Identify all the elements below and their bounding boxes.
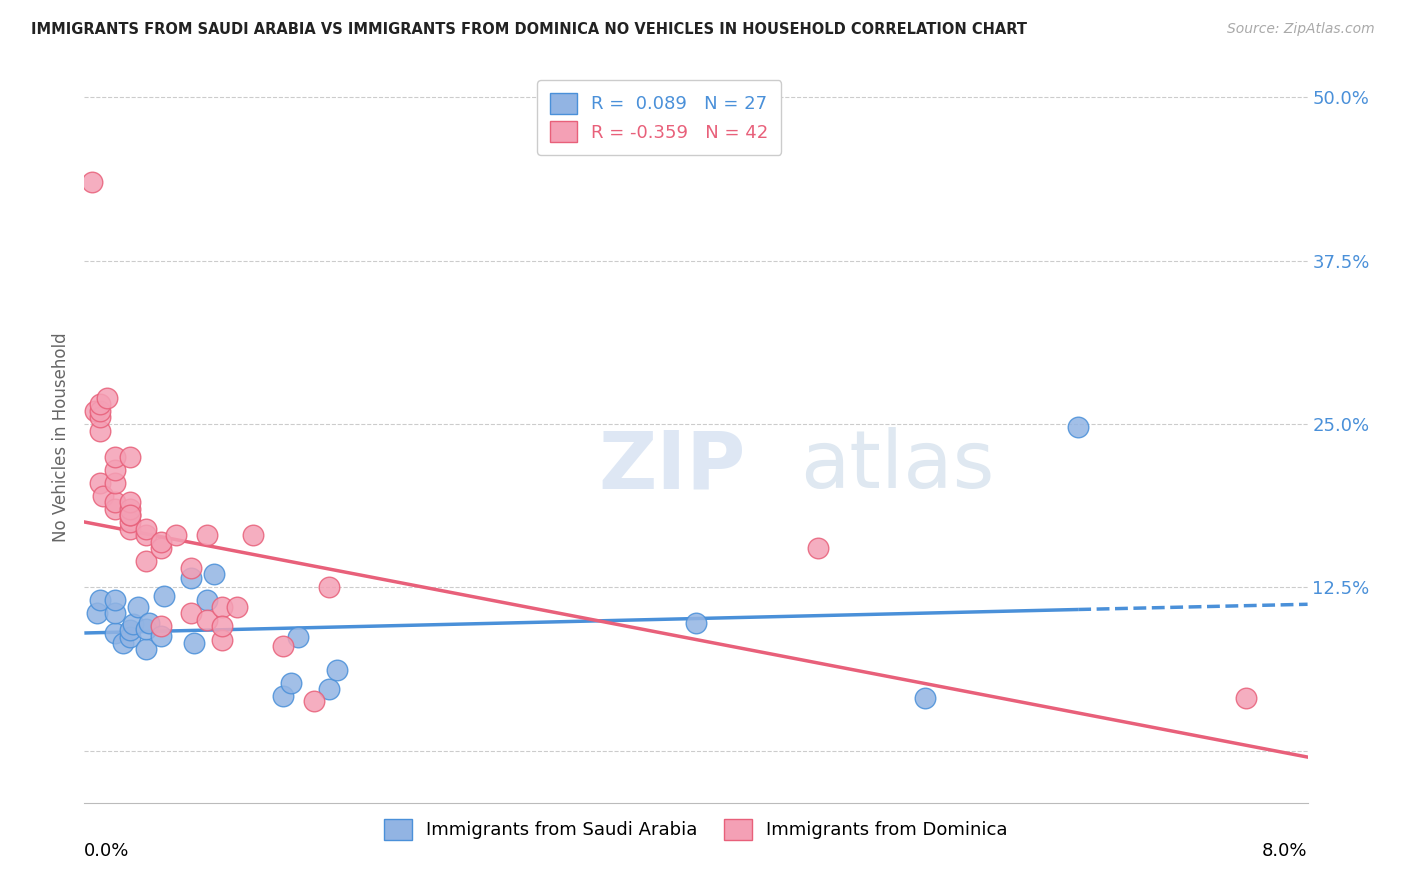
Point: [89, 424, 111, 438]
Point: [180, 607, 202, 621]
Text: IMMIGRANTS FROM SAUDI ARABIA VS IMMIGRANTS FROM DOMINICA NO VEHICLES IN HOUSEHOL: IMMIGRANTS FROM SAUDI ARABIA VS IMMIGRAN…: [31, 22, 1026, 37]
Point: [120, 450, 142, 464]
Text: ZIP: ZIP: [598, 427, 745, 506]
Point: [149, 619, 172, 633]
Point: [302, 694, 325, 708]
Point: [153, 590, 176, 604]
Point: [287, 630, 309, 644]
Point: [180, 571, 202, 585]
Point: [89, 475, 111, 490]
Point: [1236, 691, 1258, 706]
Point: [127, 599, 149, 614]
Point: [135, 521, 157, 535]
Point: [807, 541, 830, 555]
Point: [120, 624, 142, 638]
Text: atlas: atlas: [800, 427, 994, 506]
Legend: Immigrants from Saudi Arabia, Immigrants from Dominica: Immigrants from Saudi Arabia, Immigrants…: [371, 806, 1021, 852]
Point: [149, 629, 172, 643]
Point: [96, 391, 118, 405]
Point: [135, 622, 157, 636]
Point: [271, 639, 294, 653]
Point: [104, 450, 127, 464]
Text: 0.0%: 0.0%: [84, 842, 129, 860]
Point: [120, 508, 142, 523]
Point: [120, 502, 142, 516]
Point: [104, 475, 127, 490]
Point: [318, 580, 340, 594]
Point: [89, 404, 111, 418]
Point: [165, 528, 187, 542]
Point: [80, 175, 103, 189]
Text: 8.0%: 8.0%: [1263, 842, 1308, 860]
Point: [1067, 419, 1090, 434]
Point: [104, 593, 127, 607]
Point: [183, 636, 205, 650]
Point: [202, 567, 225, 582]
Point: [180, 560, 202, 574]
Point: [104, 626, 127, 640]
Point: [104, 502, 127, 516]
Point: [195, 528, 218, 542]
Point: [84, 404, 107, 418]
Point: [104, 463, 127, 477]
Point: [149, 541, 172, 555]
Point: [135, 554, 157, 568]
Point: [135, 641, 157, 656]
Point: [242, 528, 264, 542]
Point: [89, 410, 111, 425]
Point: [211, 632, 233, 647]
Point: [149, 534, 172, 549]
Point: [120, 515, 142, 529]
Point: [226, 599, 249, 614]
Point: [271, 689, 294, 703]
Point: [91, 489, 114, 503]
Point: [120, 521, 142, 535]
Point: [104, 607, 127, 621]
Point: [280, 675, 302, 690]
Point: [122, 616, 145, 631]
Point: [325, 663, 347, 677]
Point: [120, 495, 142, 509]
Point: [120, 508, 142, 523]
Point: [685, 615, 707, 630]
Point: [914, 691, 936, 706]
Point: [120, 630, 142, 644]
Text: Source: ZipAtlas.com: Source: ZipAtlas.com: [1227, 22, 1375, 37]
Point: [318, 682, 340, 697]
Point: [195, 593, 218, 607]
Point: [104, 495, 127, 509]
Point: [86, 607, 108, 621]
Point: [211, 599, 233, 614]
Point: [111, 636, 134, 650]
Point: [138, 615, 160, 630]
Point: [135, 528, 157, 542]
Point: [89, 397, 111, 411]
Y-axis label: No Vehicles in Household: No Vehicles in Household: [52, 332, 70, 542]
Point: [195, 613, 218, 627]
Point: [211, 619, 233, 633]
Point: [89, 593, 111, 607]
